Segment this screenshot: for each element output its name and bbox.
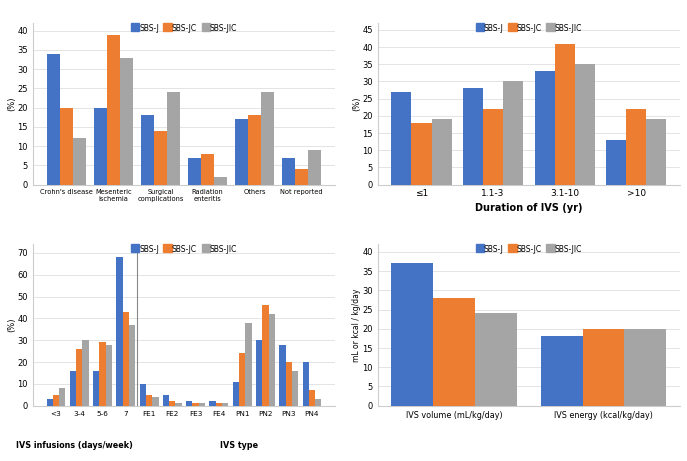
Bar bbox=[280, 344, 286, 406]
Bar bbox=[233, 382, 239, 406]
Bar bbox=[463, 89, 483, 184]
Bar bbox=[431, 119, 451, 184]
Bar bbox=[295, 169, 308, 184]
Bar bbox=[53, 395, 59, 406]
Legend: SBS-J, SBS-JC, SBS-JIC: SBS-J, SBS-JC, SBS-JIC bbox=[131, 245, 238, 254]
Bar bbox=[106, 35, 120, 184]
Bar bbox=[216, 403, 222, 406]
Bar bbox=[70, 371, 76, 406]
Text: IVS infusions (days/week): IVS infusions (days/week) bbox=[16, 441, 133, 450]
Bar bbox=[146, 395, 153, 406]
Bar bbox=[153, 397, 159, 406]
Bar bbox=[141, 115, 154, 184]
Bar bbox=[245, 323, 251, 406]
Bar bbox=[167, 92, 180, 184]
Bar bbox=[606, 140, 627, 184]
Bar bbox=[116, 257, 123, 406]
Bar bbox=[541, 337, 583, 406]
Bar bbox=[433, 298, 475, 406]
Bar bbox=[175, 403, 182, 406]
Bar bbox=[199, 403, 205, 406]
Bar bbox=[59, 388, 65, 406]
Bar bbox=[392, 92, 412, 184]
Bar bbox=[261, 92, 274, 184]
Bar bbox=[210, 402, 216, 406]
Bar bbox=[256, 340, 262, 406]
Bar bbox=[222, 403, 228, 406]
Bar bbox=[392, 263, 433, 406]
Bar bbox=[100, 343, 106, 406]
Bar bbox=[120, 58, 133, 184]
Bar bbox=[106, 344, 112, 406]
Bar bbox=[627, 109, 646, 184]
Bar bbox=[282, 158, 295, 184]
Bar bbox=[123, 312, 129, 406]
Bar bbox=[82, 340, 89, 406]
Bar bbox=[154, 131, 167, 184]
Bar bbox=[139, 384, 146, 406]
Bar bbox=[646, 119, 666, 184]
Bar bbox=[302, 362, 309, 406]
Bar bbox=[73, 138, 86, 184]
Bar bbox=[47, 399, 53, 406]
Bar bbox=[412, 123, 431, 184]
Bar bbox=[503, 82, 523, 184]
Bar bbox=[269, 314, 275, 406]
Bar bbox=[309, 390, 315, 406]
Legend: SBS-J, SBS-JC, SBS-JIC: SBS-J, SBS-JC, SBS-JIC bbox=[475, 24, 583, 33]
Bar bbox=[47, 54, 60, 184]
Y-axis label: mL or kcal / kg/day: mL or kcal / kg/day bbox=[352, 288, 361, 361]
Bar bbox=[248, 115, 261, 184]
Bar bbox=[315, 399, 322, 406]
Y-axis label: (%): (%) bbox=[7, 96, 16, 111]
Bar bbox=[286, 362, 292, 406]
Bar bbox=[163, 395, 169, 406]
Bar bbox=[169, 402, 175, 406]
Y-axis label: (%): (%) bbox=[352, 96, 361, 111]
Bar bbox=[192, 403, 199, 406]
Bar bbox=[262, 305, 269, 406]
Bar bbox=[129, 325, 135, 406]
Bar bbox=[201, 154, 214, 184]
Bar bbox=[624, 329, 666, 406]
Bar bbox=[235, 119, 248, 184]
Bar bbox=[188, 158, 201, 184]
Legend: SBS-J, SBS-JC, SBS-JIC: SBS-J, SBS-JC, SBS-JIC bbox=[131, 24, 238, 33]
Bar bbox=[239, 353, 245, 406]
Bar bbox=[583, 329, 624, 406]
Bar bbox=[475, 313, 517, 406]
Y-axis label: (%): (%) bbox=[7, 318, 16, 332]
Bar bbox=[308, 150, 322, 184]
Legend: SBS-J, SBS-JC, SBS-JIC: SBS-J, SBS-JC, SBS-JIC bbox=[475, 245, 583, 254]
Bar bbox=[60, 108, 73, 184]
Bar bbox=[93, 108, 106, 184]
Bar bbox=[534, 71, 554, 184]
Bar bbox=[93, 371, 100, 406]
Bar bbox=[214, 177, 227, 184]
Bar bbox=[76, 349, 82, 406]
Bar bbox=[186, 402, 192, 406]
Bar bbox=[554, 44, 575, 184]
Bar bbox=[292, 371, 298, 406]
X-axis label: Duration of IVS (yr): Duration of IVS (yr) bbox=[475, 202, 583, 213]
Bar bbox=[483, 109, 503, 184]
Text: IVS type: IVS type bbox=[220, 441, 258, 450]
Bar bbox=[575, 64, 595, 184]
